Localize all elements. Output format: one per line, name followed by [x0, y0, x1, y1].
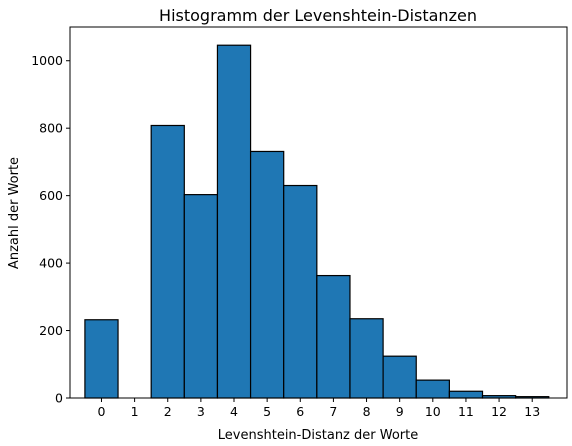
x-tick-label: 9 — [396, 404, 404, 419]
bars-group — [85, 45, 549, 398]
x-axis-label: Levenshtein-Distanz der Worte — [218, 428, 418, 443]
bar-7 — [317, 276, 350, 398]
x-tick-label: 6 — [296, 404, 304, 419]
bar-9 — [383, 356, 416, 398]
chart-title: Histogramm der Levenshtein-Distanzen — [159, 6, 477, 25]
bar-11 — [449, 391, 482, 398]
x-tick-label: 11 — [458, 404, 474, 419]
bar-8 — [350, 319, 383, 398]
bar-6 — [284, 186, 317, 398]
bar-3 — [184, 195, 217, 398]
y-tick-label: 800 — [39, 121, 63, 136]
x-tick-label: 1 — [131, 404, 139, 419]
bar-2 — [151, 125, 184, 398]
y-tick-label: 200 — [39, 323, 63, 338]
bar-10 — [416, 380, 449, 398]
x-tick-label: 0 — [98, 404, 106, 419]
bar-5 — [251, 151, 284, 398]
y-tick-label: 400 — [39, 256, 63, 271]
y-tick-label: 600 — [39, 188, 63, 203]
x-tick-label: 5 — [263, 404, 271, 419]
x-tick-label: 7 — [329, 404, 337, 419]
x-tick-label: 3 — [197, 404, 205, 419]
x-axis-ticks: 0 1 2 3 4 5 6 7 8 9 10 11 12 13 — [98, 398, 541, 419]
y-axis-label: Anzahl der Worte — [7, 157, 22, 269]
y-axis-ticks: 0 200 400 600 800 1000 — [31, 53, 70, 405]
x-tick-label: 2 — [164, 404, 172, 419]
bar-0 — [85, 320, 118, 398]
x-tick-label: 13 — [524, 404, 540, 419]
y-tick-label: 0 — [55, 391, 63, 406]
x-tick-label: 12 — [491, 404, 507, 419]
x-tick-label: 8 — [363, 404, 371, 419]
x-tick-label: 4 — [230, 404, 238, 419]
y-tick-label: 1000 — [31, 53, 63, 68]
bar-4 — [217, 45, 250, 398]
x-tick-label: 10 — [425, 404, 441, 419]
